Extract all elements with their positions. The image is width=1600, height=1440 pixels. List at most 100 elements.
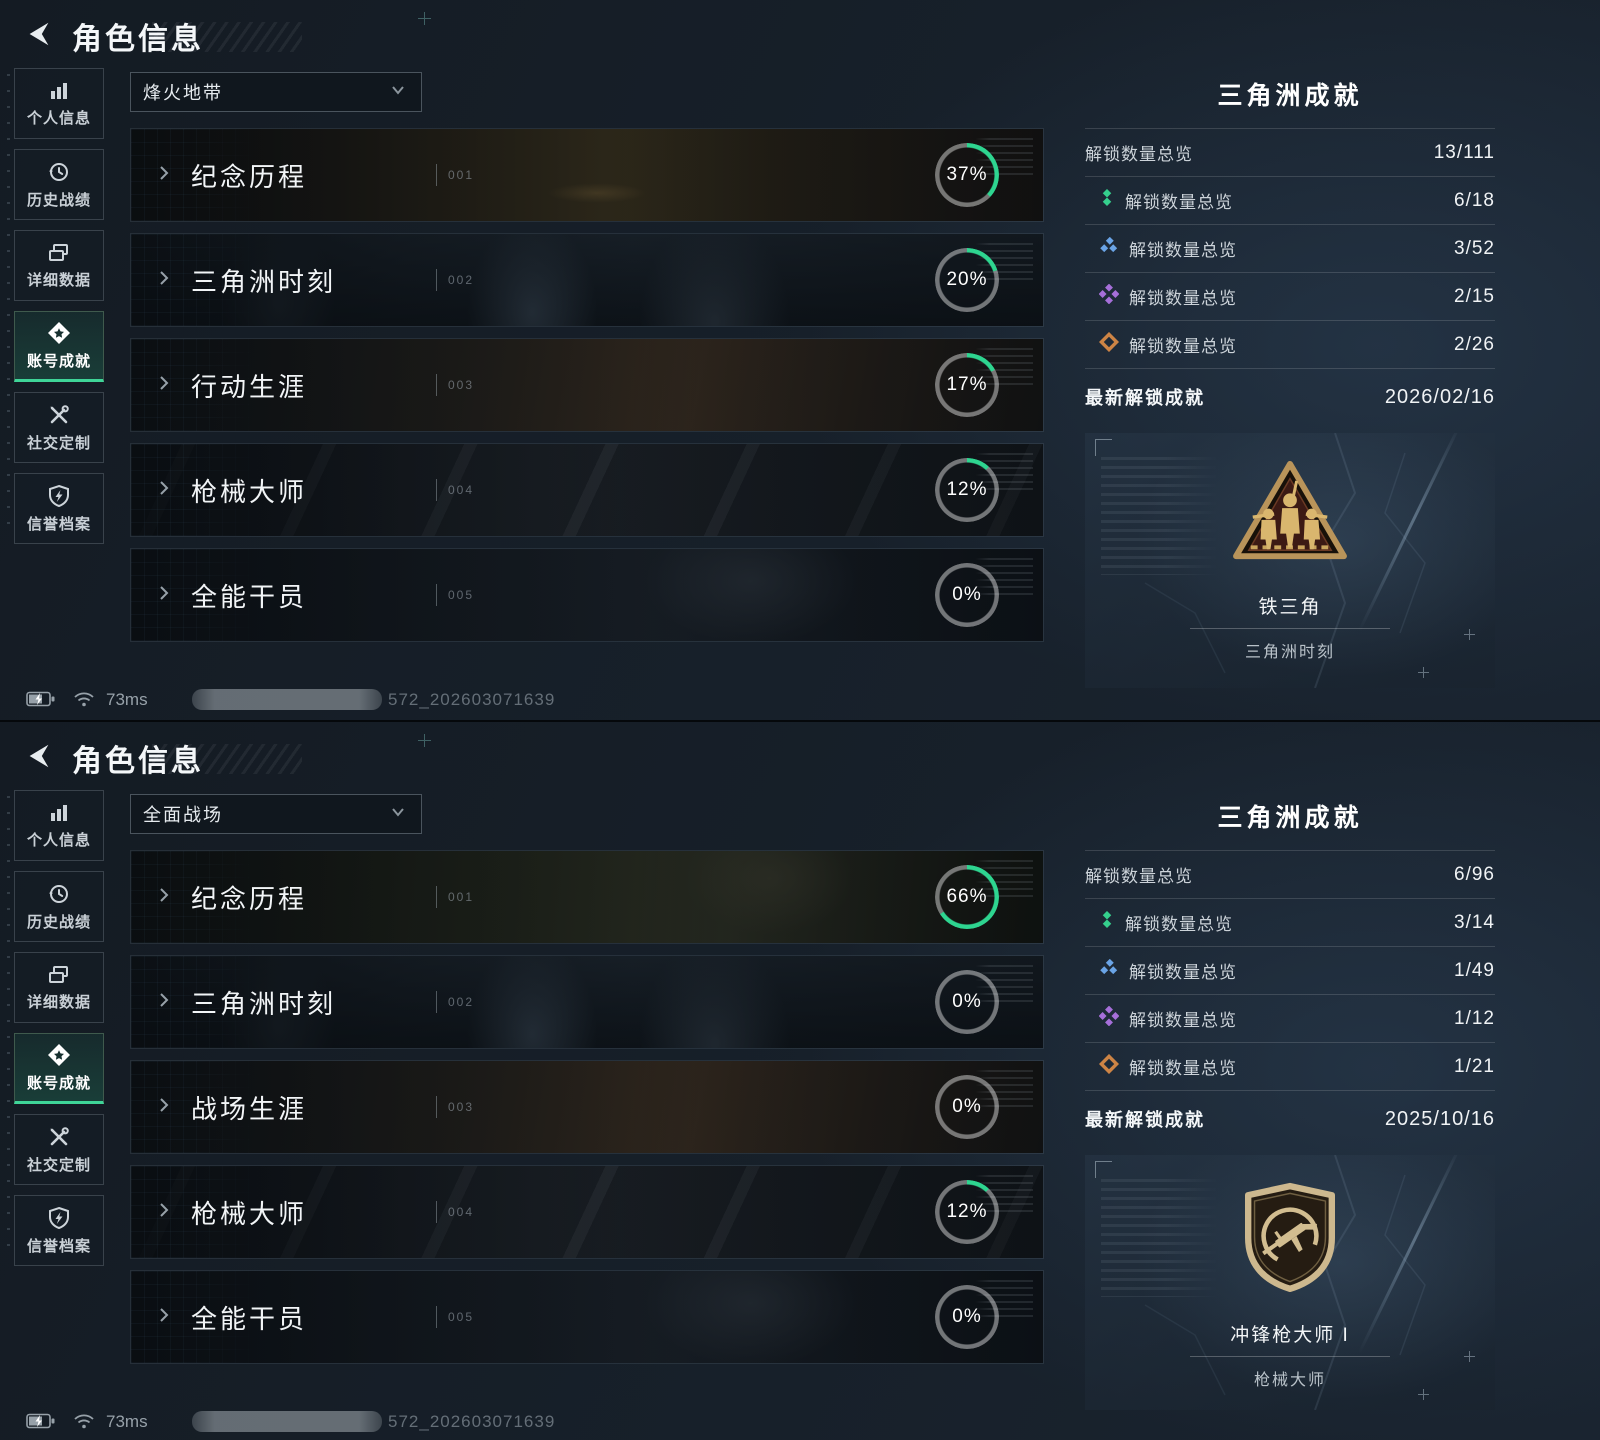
achievement-badge-icon — [47, 1043, 71, 1067]
session-id: 572_202603071639 — [388, 1412, 556, 1431]
category-row-all-round-operator[interactable]: 全能干员 005 0% — [130, 548, 1044, 642]
back-button[interactable] — [22, 19, 56, 53]
ping-value: 73ms — [106, 690, 148, 709]
documents-icon — [47, 242, 71, 264]
category-row-delta-moments[interactable]: 三角洲时刻 002 20% — [130, 233, 1044, 327]
latest-label: 最新解锁成就 — [1085, 1110, 1205, 1130]
category-row-all-round-operator[interactable]: 全能干员 005 0% — [130, 1270, 1044, 1364]
wifi-icon — [72, 690, 96, 713]
chevron-right-icon — [153, 477, 175, 504]
chevron-right-icon — [153, 1304, 175, 1331]
sidebar-item-label: 社交定制 — [26, 1156, 91, 1174]
tier-orange-icon — [1098, 1053, 1120, 1079]
screen-quanmian: 角色信息 个人信息 历史战绩 详细数据 账号成就 社交定制 — [0, 720, 1600, 1440]
progress-percent: 12% — [946, 1201, 988, 1222]
latest-achievement-row: 最新解锁成就 2025/10/16 — [1085, 1090, 1495, 1147]
category-title: 纪念历程 — [191, 883, 308, 914]
stat-value: 13/111 — [1433, 141, 1495, 163]
stat-row-tier-orange: 解锁数量总览 1/21 — [1085, 1042, 1495, 1090]
sidebar-item-personal-info[interactable]: 个人信息 — [14, 790, 104, 861]
title-hatch-decor — [152, 22, 302, 52]
tools-icon — [47, 1125, 71, 1149]
sidebar-item-achievements[interactable]: 账号成就 — [14, 311, 104, 382]
shield-bolt-icon — [47, 1206, 71, 1230]
latest-label: 最新解锁成就 — [1085, 388, 1205, 408]
sidebar-item-social[interactable]: 社交定制 — [14, 392, 104, 463]
category-row-memorial[interactable]: 纪念历程 001 37% — [130, 128, 1044, 222]
stat-row-tier-purple: 解锁数量总览 2/15 — [1085, 272, 1495, 320]
latest-badge-display: 铁三角 三角洲时刻 — [1085, 433, 1495, 688]
micro-text-decor — [1101, 457, 1219, 575]
sidebar-item-personal-info[interactable]: 个人信息 — [14, 68, 104, 139]
sidebar-item-achievements[interactable]: 账号成就 — [14, 1033, 104, 1104]
bar-chart-icon — [47, 802, 71, 824]
latest-date: 2026/02/16 — [1384, 385, 1495, 408]
sidebar-item-label: 账号成就 — [26, 1074, 91, 1092]
stat-row-tier-blue: 解锁数量总览 3/52 — [1085, 224, 1495, 272]
category-row-memorial[interactable]: 纪念历程 001 66% — [130, 850, 1044, 944]
category-title: 枪械大师 — [191, 476, 308, 507]
sidebar-item-history[interactable]: 历史战绩 — [14, 871, 104, 942]
category-row-gun-master[interactable]: 枪械大师 004 12% — [130, 1165, 1044, 1259]
progress-ring: 12% — [935, 458, 999, 522]
panel-title: 三角洲成就 — [1217, 804, 1363, 832]
category-row-gun-master[interactable]: 枪械大师 004 12% — [130, 443, 1044, 537]
category-index: 003 — [436, 374, 474, 396]
player-name-blur — [192, 1411, 382, 1432]
sidebar-item-label: 历史战绩 — [26, 913, 91, 931]
achievements-panel: 三角洲成就 解锁数量总览 6/96 解锁数量总览 3/14 解锁数量总览 1/4… — [1085, 798, 1495, 1410]
page-title: 角色信息 — [72, 745, 204, 778]
category-title: 三角洲时刻 — [191, 988, 337, 1019]
stat-value: 6/96 — [1454, 863, 1495, 885]
chevron-right-icon — [153, 989, 175, 1016]
sidebar-item-label: 详细数据 — [26, 271, 91, 289]
sidebar-item-reputation[interactable]: 信誉档案 — [14, 473, 104, 544]
category-row-delta-moments[interactable]: 三角洲时刻 002 0% — [130, 955, 1044, 1049]
sidebar-item-details[interactable]: 详细数据 — [14, 230, 104, 301]
latest-date: 2025/10/16 — [1384, 1107, 1495, 1130]
mode-select[interactable]: 全面战场 — [130, 794, 422, 834]
bar-chart-icon — [47, 80, 71, 102]
category-index: 002 — [436, 991, 474, 1013]
sidebar-item-reputation[interactable]: 信誉档案 — [14, 1195, 104, 1266]
sidebar: 个人信息 历史战绩 详细数据 账号成就 社交定制 信誉档案 — [14, 68, 104, 544]
back-button[interactable] — [22, 741, 56, 775]
latest-badge-display: 冲锋枪大师 I 枪械大师 — [1085, 1155, 1495, 1410]
documents-icon — [47, 964, 71, 986]
chevron-right-icon — [153, 884, 175, 911]
sidebar-item-history[interactable]: 历史战绩 — [14, 149, 104, 220]
achievement-badge: 铁三角 三角洲时刻 — [1085, 433, 1495, 662]
chevron-right-icon — [153, 1199, 175, 1226]
tier-orange-icon — [1098, 331, 1120, 357]
sidebar: 个人信息 历史战绩 详细数据 账号成就 社交定制 信誉档案 — [14, 790, 104, 1266]
category-row-battlefield-career[interactable]: 战场生涯 003 0% — [130, 1060, 1044, 1154]
stat-label: 解锁数量总览 — [1125, 193, 1233, 212]
category-title: 行动生涯 — [191, 371, 308, 402]
category-index: 001 — [436, 164, 474, 186]
crosshair-decor — [418, 12, 431, 25]
stat-label: 解锁数量总览 — [1129, 241, 1237, 260]
stat-row-tier-blue: 解锁数量总览 1/49 — [1085, 946, 1495, 994]
tools-icon — [47, 403, 71, 427]
chevron-right-icon — [153, 372, 175, 399]
latest-achievement-row: 最新解锁成就 2026/02/16 — [1085, 368, 1495, 425]
category-row-operation-career[interactable]: 行动生涯 003 17% — [130, 338, 1044, 432]
mode-select[interactable]: 烽火地带 — [130, 72, 422, 112]
session-id: 572_202603071639 — [388, 690, 556, 709]
stat-label: 解锁数量总览 — [1085, 145, 1193, 164]
sidebar-item-social[interactable]: 社交定制 — [14, 1114, 104, 1185]
sidebar-item-details[interactable]: 详细数据 — [14, 952, 104, 1023]
progress-ring: 0% — [935, 1075, 999, 1139]
sidebar-item-label: 信誉档案 — [26, 1237, 91, 1255]
battery-icon — [26, 690, 56, 713]
category-list-area: 烽火地带 纪念历程 001 37% 三角洲时刻 002 — [130, 72, 1044, 642]
stat-label: 解锁数量总览 — [1129, 1011, 1237, 1030]
chevron-right-icon — [153, 582, 175, 609]
corner-bracket-decor — [1095, 1161, 1112, 1178]
panel-stats: 解锁数量总览 13/111 解锁数量总览 6/18 解锁数量总览 3/52 解锁… — [1085, 128, 1495, 425]
sidebar-item-label: 个人信息 — [26, 109, 91, 127]
status-bar: 73ms 572_202603071639 — [0, 1410, 1600, 1434]
progress-percent: 12% — [946, 479, 988, 500]
progress-ring: 0% — [935, 970, 999, 1034]
category-title: 枪械大师 — [191, 1198, 308, 1229]
